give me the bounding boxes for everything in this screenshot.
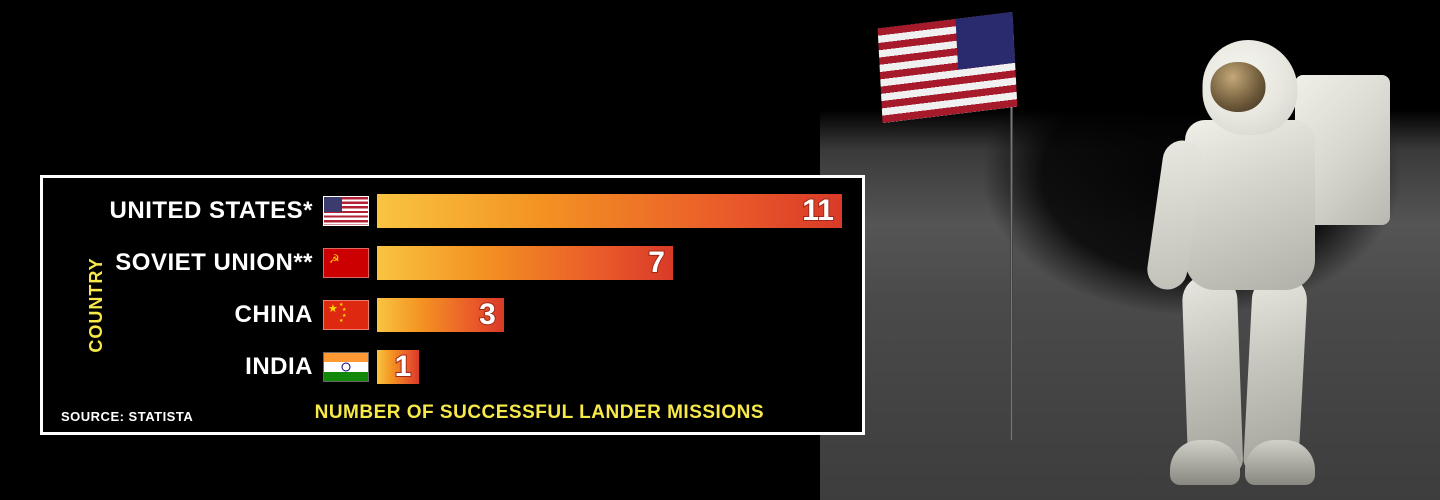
flag-us-icon xyxy=(323,196,369,226)
country-label: SOVIET UNION** xyxy=(98,249,323,277)
bar: 3 xyxy=(377,298,504,332)
bar-track: 11 xyxy=(377,194,842,228)
bar-track: 1 xyxy=(377,350,842,384)
bar-value: 11 xyxy=(802,196,834,226)
bar: 7 xyxy=(377,246,673,280)
country-label: INDIA xyxy=(98,353,323,381)
bar-track: 7 xyxy=(377,246,842,280)
country-label: CHINA xyxy=(98,301,323,329)
x-axis-label: NUMBER OF SUCCESSFUL LANDER MISSIONS xyxy=(315,402,764,424)
flag-india-icon xyxy=(323,352,369,382)
bar-value: 1 xyxy=(395,352,412,382)
chart-row: SOVIET UNION** ☭ 7 xyxy=(98,242,842,284)
country-label: UNITED STATES* xyxy=(98,197,323,225)
chart-row: UNITED STATES* 11 xyxy=(98,190,842,232)
us-flag-large xyxy=(878,12,1018,123)
flag-soviet-icon: ☭ xyxy=(323,248,369,278)
bar-value: 7 xyxy=(648,248,665,278)
chart-rows: UNITED STATES* 11 SOVIET UNION** ☭ 7 CHI… xyxy=(98,190,842,388)
bar-track: 3 xyxy=(377,298,842,332)
chart-panel: COUNTRY UNITED STATES* 11 SOVIET UNION**… xyxy=(40,175,865,435)
chart-row: INDIA 1 xyxy=(98,346,842,388)
bar-value: 3 xyxy=(479,300,496,330)
bar: 11 xyxy=(377,194,842,228)
flag-china-icon: ★★★★★ xyxy=(323,300,369,330)
source-text: SOURCE: STATISTA xyxy=(61,409,193,424)
chart-footer: SOURCE: STATISTA NUMBER OF SUCCESSFUL LA… xyxy=(61,402,844,424)
astronaut xyxy=(1130,40,1370,480)
chart-row: CHINA ★★★★★ 3 xyxy=(98,294,842,336)
y-axis-label: COUNTRY xyxy=(86,257,107,352)
bar: 1 xyxy=(377,350,419,384)
